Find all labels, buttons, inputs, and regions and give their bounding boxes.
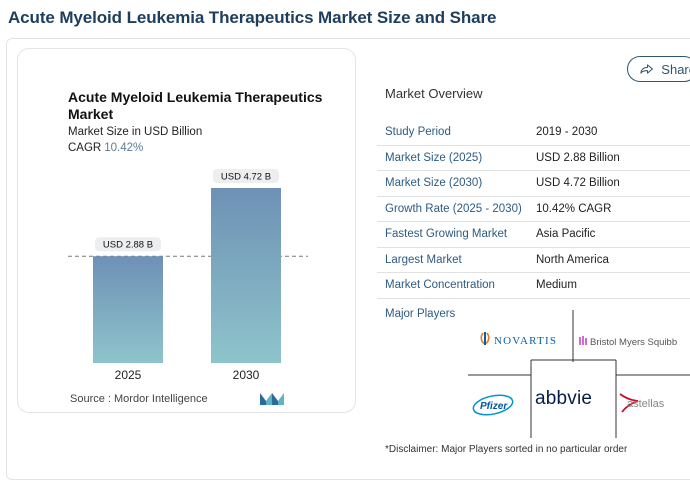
overview-row: Largest Market North America bbox=[377, 248, 690, 273]
row-key: Largest Market bbox=[385, 253, 462, 266]
major-players-label: Major Players bbox=[385, 308, 456, 320]
novartis-logo-icon: NOVARTIS bbox=[480, 332, 557, 347]
share-button[interactable]: Share bbox=[627, 56, 690, 82]
player-pfizer: Pfizer bbox=[480, 401, 508, 412]
data-label-bg bbox=[213, 169, 279, 183]
player-bms: Bristol Myers Squibb bbox=[590, 337, 677, 348]
row-value: Asia Pacific bbox=[536, 228, 596, 240]
abbvie-logo-icon: abbvie bbox=[535, 388, 592, 409]
mordor-intelligence-logo-icon bbox=[260, 393, 284, 405]
chart-card: Acute Myeloid Leukemia Therapeutics Mark… bbox=[17, 48, 356, 413]
pfizer-logo-icon: Pfizer bbox=[472, 394, 514, 416]
row-key: Market Concentration bbox=[385, 279, 495, 291]
row-value: 2019 - 2030 bbox=[536, 126, 598, 138]
overview-title: Market Overview bbox=[385, 86, 483, 101]
chart-subtitle: Market Size in USD Billion bbox=[68, 126, 203, 138]
row-value: North America bbox=[536, 253, 609, 266]
row-value: USD 4.72 Billion bbox=[536, 177, 620, 189]
cagr-value: 10.42% bbox=[104, 142, 144, 154]
chart-cagr: CAGR 10.42% bbox=[68, 142, 143, 154]
player-astellas: astellas bbox=[627, 398, 665, 410]
share-icon bbox=[640, 64, 653, 74]
source-text: Source : Mordor Intelligence bbox=[70, 393, 208, 405]
astellas-logo-icon: astellas bbox=[619, 393, 665, 413]
bristol-myers-squibb-logo-icon: Bristol Myers Squibb bbox=[579, 336, 677, 348]
bar-2030 bbox=[211, 188, 281, 363]
overview-row: Market Size (2030) USD 4.72 Billion bbox=[377, 171, 690, 197]
data-label-bg bbox=[95, 237, 161, 252]
data-label: USD 4.72 B bbox=[221, 172, 271, 183]
overview-row: Growth Rate (2025 - 2030) 10.42% CAGR bbox=[377, 197, 690, 222]
row-key: Market Size (2025) bbox=[385, 151, 483, 164]
data-label: USD 2.88 B bbox=[103, 240, 153, 251]
x-tick-label: 2030 bbox=[233, 368, 260, 382]
chart-title: Acute Myeloid Leukemia Therapeutics Mark… bbox=[68, 89, 323, 122]
overview-row: Study Period 2019 - 2030 bbox=[377, 120, 690, 146]
row-value: USD 2.88 Billion bbox=[536, 151, 620, 164]
page-title: Acute Myeloid Leukemia Therapeutics Mark… bbox=[8, 8, 497, 27]
player-abbvie: abbvie bbox=[535, 388, 592, 409]
cagr-label: CAGR bbox=[68, 142, 102, 154]
share-label: Share bbox=[661, 61, 690, 77]
x-tick-label: 2025 bbox=[115, 368, 142, 382]
row-key: Fastest Growing Market bbox=[385, 228, 508, 240]
row-key: Study Period bbox=[385, 126, 451, 138]
overview-row: Market Concentration Medium bbox=[377, 273, 690, 299]
bar-2025 bbox=[93, 256, 163, 363]
disclaimer-text: *Disclaimer: Major Players sorted in no … bbox=[385, 444, 628, 455]
row-value: 10.42% CAGR bbox=[536, 202, 612, 215]
overview-table: Study Period 2019 - 2030 Market Size (202… bbox=[377, 120, 690, 299]
row-key: Market Size (2030) bbox=[385, 177, 483, 189]
bar-chart: USD 2.88 B 2025 USD 4.72 B 2030 bbox=[68, 169, 308, 382]
row-value: Medium bbox=[536, 279, 577, 291]
player-novartis: NOVARTIS bbox=[494, 335, 557, 347]
overview-row: Fastest Growing Market Asia Pacific bbox=[377, 222, 690, 248]
row-key: Growth Rate (2025 - 2030) bbox=[385, 202, 522, 215]
overview-row: Market Size (2025) USD 2.88 Billion bbox=[377, 146, 690, 171]
major-players-grid: NOVARTIS Bristol Myers Squibb Pfizer abb… bbox=[468, 310, 690, 438]
